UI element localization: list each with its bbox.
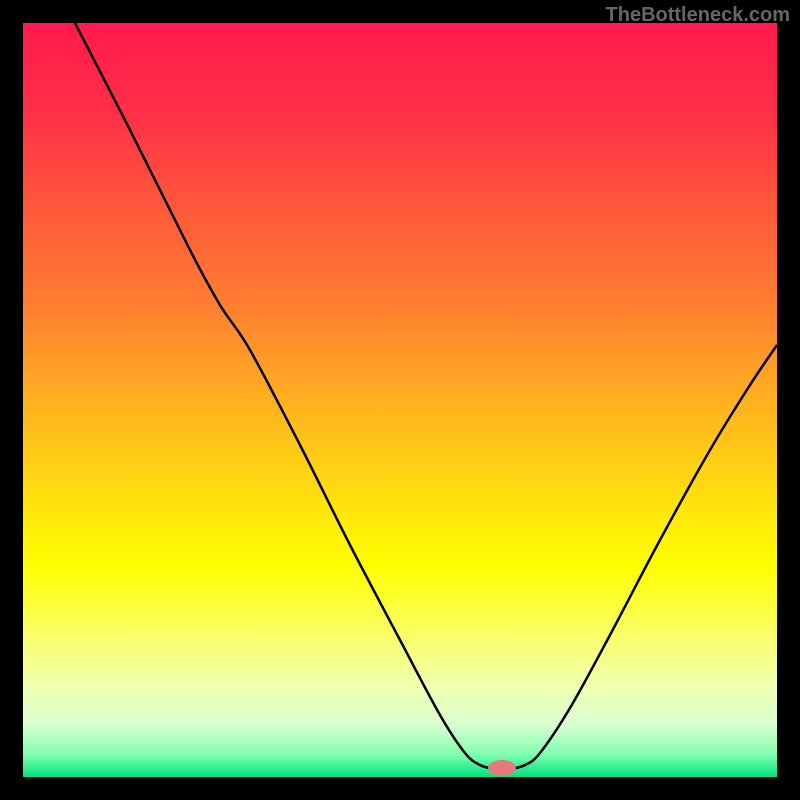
bottleneck-chart — [0, 0, 800, 800]
plot-background — [23, 23, 777, 777]
chart-container: TheBottleneck.com — [0, 0, 800, 800]
optimal-marker — [488, 760, 516, 776]
watermark-text: TheBottleneck.com — [606, 4, 790, 27]
